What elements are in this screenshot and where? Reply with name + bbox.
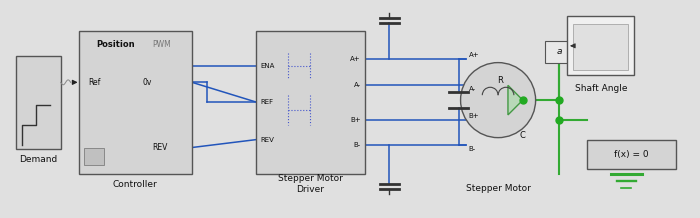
Text: REV: REV [260, 137, 274, 143]
Text: 0v: 0v [143, 78, 152, 87]
Text: R: R [497, 76, 503, 85]
Text: B+: B+ [468, 113, 479, 119]
Text: A+: A+ [468, 52, 479, 58]
Text: PWM: PWM [153, 40, 172, 49]
Text: C: C [520, 131, 526, 140]
Text: B-: B- [468, 146, 476, 152]
Bar [545, 41, 573, 63]
Text: Controller: Controller [113, 180, 158, 189]
Text: Position: Position [97, 40, 135, 49]
Text: ENA: ENA [260, 63, 274, 68]
Text: REV: REV [153, 143, 168, 152]
Text: Shaft Angle: Shaft Angle [575, 84, 627, 93]
Polygon shape [508, 85, 523, 115]
Bar [78, 31, 192, 174]
Text: Demand: Demand [19, 155, 57, 164]
Bar [256, 31, 365, 174]
Bar [567, 16, 634, 75]
Text: REF: REF [260, 99, 273, 105]
Text: Stepper Motor
Driver: Stepper Motor Driver [278, 174, 343, 194]
Bar [85, 148, 104, 165]
Bar [16, 56, 61, 150]
Bar [587, 140, 676, 169]
Text: A+: A+ [350, 56, 361, 62]
Text: B+: B+ [350, 117, 361, 123]
Text: f(x) = 0: f(x) = 0 [614, 150, 649, 159]
Text: Stepper Motor: Stepper Motor [466, 184, 531, 193]
Text: A-: A- [468, 86, 475, 92]
Circle shape [461, 63, 536, 138]
Text: a: a [556, 47, 562, 56]
Text: Ref: Ref [88, 78, 101, 87]
Bar [573, 24, 629, 70]
Text: A-: A- [354, 82, 361, 88]
Text: B-: B- [354, 141, 361, 148]
